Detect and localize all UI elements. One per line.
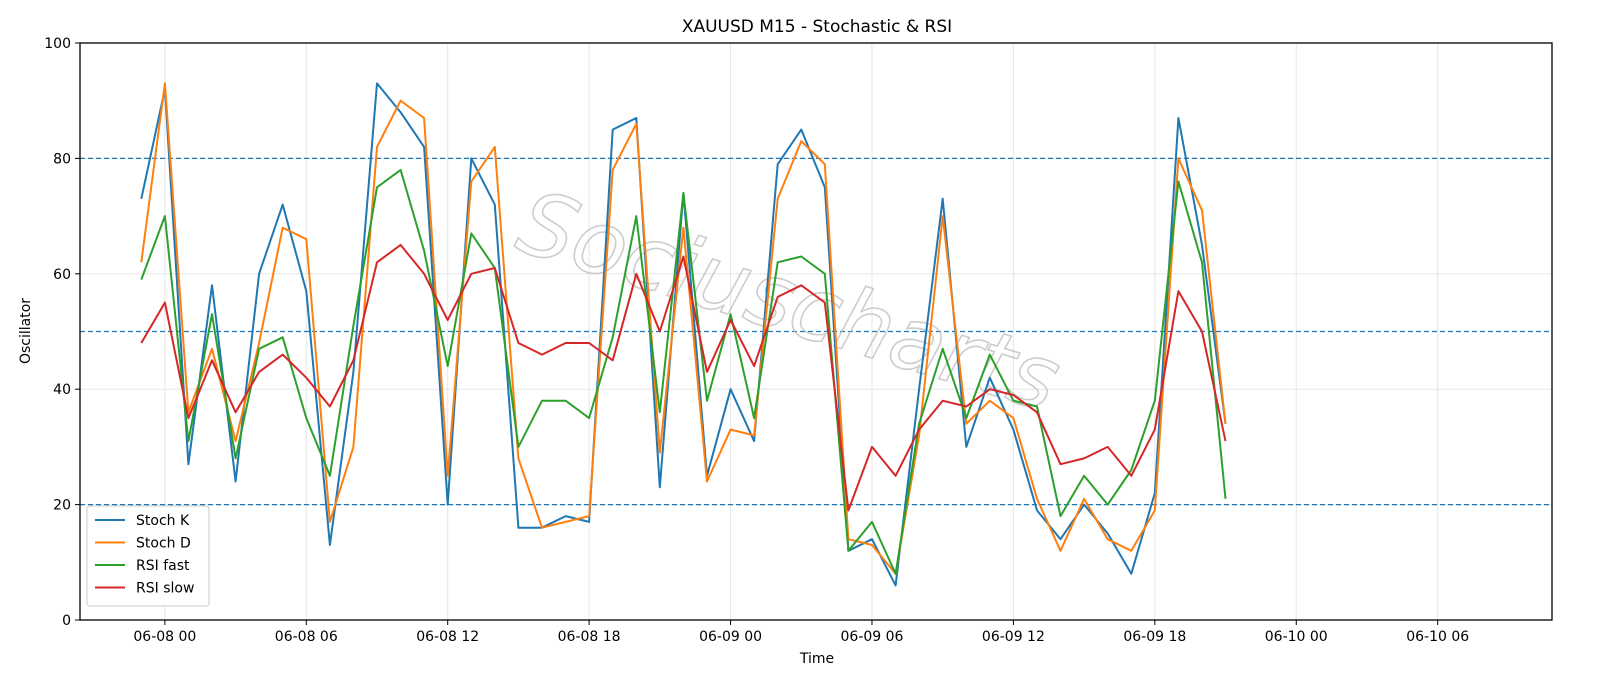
legend-label: RSI fast <box>136 558 190 574</box>
x-tick-label: 06-10 06 <box>1406 629 1469 645</box>
series-lines <box>140 82 1227 587</box>
legend-box <box>86 505 210 607</box>
series-line-rsi-fast <box>140 168 1227 575</box>
chart-title: XAUUSD M15 - Stochastic & RSI <box>682 17 952 37</box>
y-tick-label: 40 <box>53 382 71 398</box>
x-tick-label: 06-09 06 <box>841 629 904 645</box>
x-axis-ticks: 06-08 00 06-08 06 06-08 12 06-08 18 06-09 00… <box>133 620 1469 645</box>
legend: Stoch K Stoch D RSI fast RSI slow <box>86 505 210 607</box>
legend-label: Stoch D <box>136 536 191 552</box>
legend-label: RSI slow <box>136 581 194 597</box>
y-tick-label: 0 <box>62 613 71 629</box>
series-line-stoch-d <box>140 82 1227 575</box>
x-axis-label: Time <box>799 651 834 667</box>
y-tick-label: 20 <box>53 498 71 514</box>
y-tick-label: 60 <box>53 267 71 283</box>
x-tick-label: 06-08 12 <box>416 629 479 645</box>
legend-label: Stoch K <box>136 513 190 529</box>
plot-frame <box>79 42 1553 621</box>
y-tick-label: 100 <box>44 36 71 52</box>
series-line-rsi-slow <box>140 243 1227 512</box>
reference-lines <box>80 157 1552 506</box>
x-tick-label: 06-08 06 <box>275 629 338 645</box>
x-tick-label: 06-09 18 <box>1123 629 1186 645</box>
plot-area: Sociuscharts <box>79 42 1553 621</box>
x-tick-label: 06-08 18 <box>558 629 621 645</box>
x-tick-label: 06-08 00 <box>133 629 196 645</box>
y-axis-label: Oscillator <box>18 298 34 364</box>
x-tick-label: 06-09 12 <box>982 629 1045 645</box>
x-tick-label: 06-10 00 <box>1265 629 1328 645</box>
y-axis-ticks: 0 20 40 60 80 100 <box>44 36 80 629</box>
y-tick-label: 80 <box>53 151 71 167</box>
x-tick-label: 06-09 00 <box>699 629 762 645</box>
